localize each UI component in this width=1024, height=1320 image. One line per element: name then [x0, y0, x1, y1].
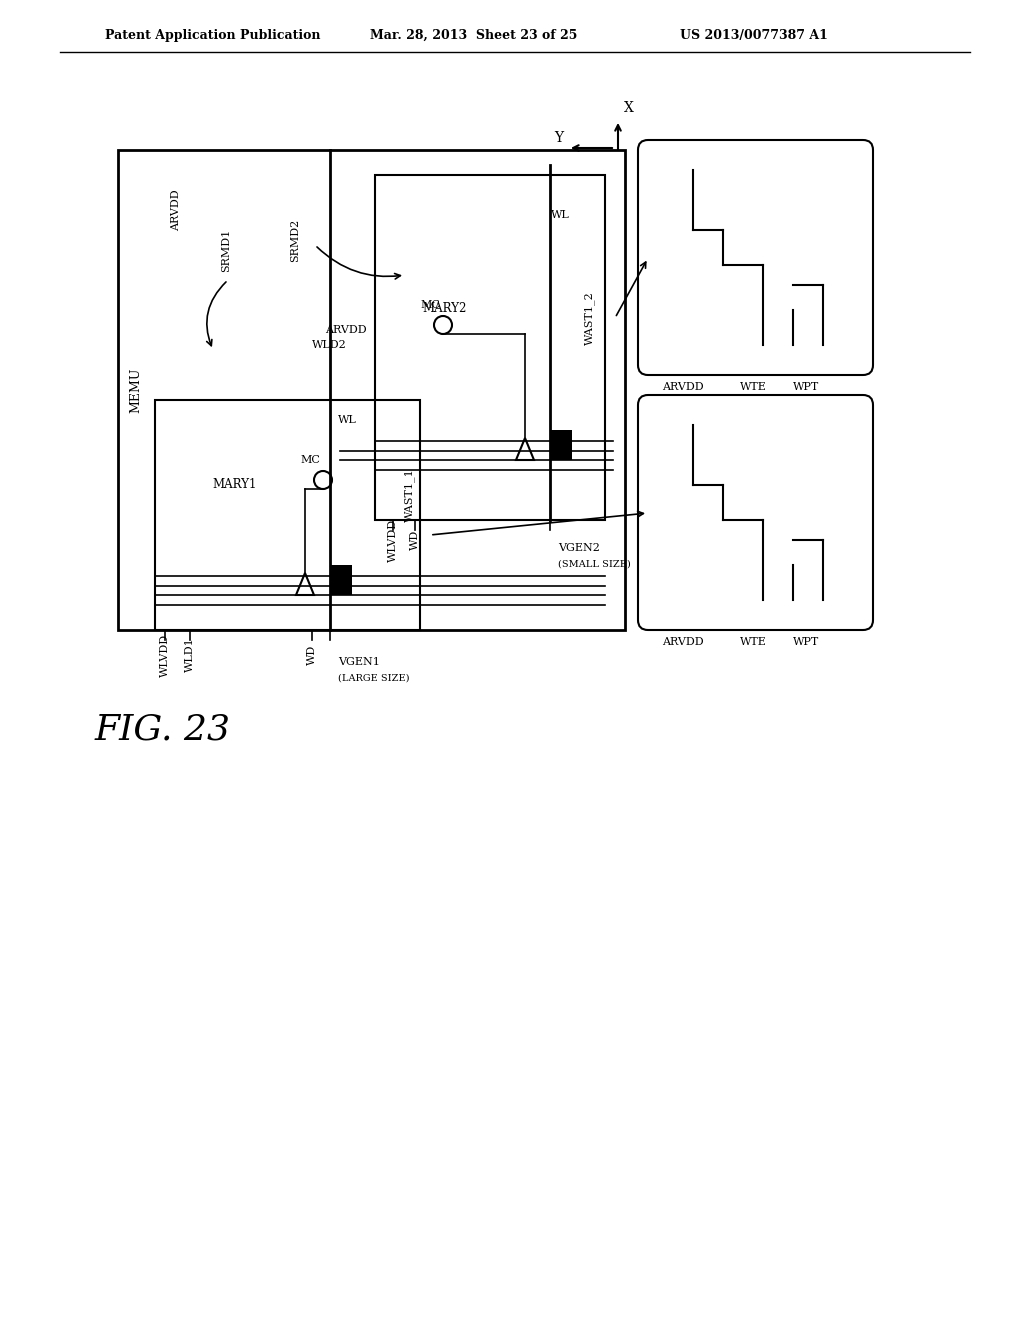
Text: WTE: WTE: [739, 381, 766, 392]
Bar: [330, 565, 352, 595]
Text: MC: MC: [420, 300, 440, 310]
Text: SRMD2: SRMD2: [290, 218, 300, 261]
Text: WTE: WTE: [739, 638, 766, 647]
Bar: [155, 400, 420, 630]
Text: WLD2: WLD2: [312, 341, 347, 350]
Text: MARY1: MARY1: [213, 479, 257, 491]
Text: MEMU: MEMU: [129, 367, 142, 413]
Text: WAST1_2: WAST1_2: [585, 292, 595, 345]
Text: WD: WD: [307, 645, 317, 665]
FancyBboxPatch shape: [638, 395, 873, 630]
Bar: [118, 150, 625, 630]
Text: WL: WL: [338, 414, 356, 425]
Text: WL: WL: [551, 210, 569, 220]
Text: (SMALL SIZE): (SMALL SIZE): [558, 560, 631, 569]
Text: X: X: [624, 102, 634, 115]
Text: WLVDD: WLVDD: [388, 519, 398, 561]
Text: (LARGE SIZE): (LARGE SIZE): [338, 673, 410, 682]
Text: WPT: WPT: [793, 381, 819, 392]
Text: Mar. 28, 2013  Sheet 23 of 25: Mar. 28, 2013 Sheet 23 of 25: [370, 29, 578, 41]
Text: MC: MC: [300, 455, 319, 465]
Text: US 2013/0077387 A1: US 2013/0077387 A1: [680, 29, 827, 41]
Text: WAST1_1: WAST1_1: [404, 469, 416, 521]
Text: ARVDD: ARVDD: [326, 325, 367, 335]
Text: Patent Application Publication: Patent Application Publication: [105, 29, 321, 41]
Text: VGEN2: VGEN2: [558, 543, 600, 553]
Text: FIG. 23: FIG. 23: [95, 713, 231, 747]
Text: MARY2: MARY2: [423, 301, 467, 314]
Text: WD: WD: [410, 529, 420, 550]
Bar: [375, 176, 605, 520]
Text: ARVDD: ARVDD: [171, 189, 181, 231]
Text: WLVDD: WLVDD: [160, 634, 170, 677]
Bar: [550, 430, 572, 459]
Text: VGEN1: VGEN1: [338, 657, 380, 667]
Text: ARVDD: ARVDD: [663, 638, 703, 647]
Text: Y: Y: [554, 131, 563, 145]
FancyBboxPatch shape: [638, 140, 873, 375]
Text: WLD1: WLD1: [185, 638, 195, 672]
Text: SRMD1: SRMD1: [221, 228, 231, 272]
Text: WPT: WPT: [793, 638, 819, 647]
Text: ARVDD: ARVDD: [663, 381, 703, 392]
